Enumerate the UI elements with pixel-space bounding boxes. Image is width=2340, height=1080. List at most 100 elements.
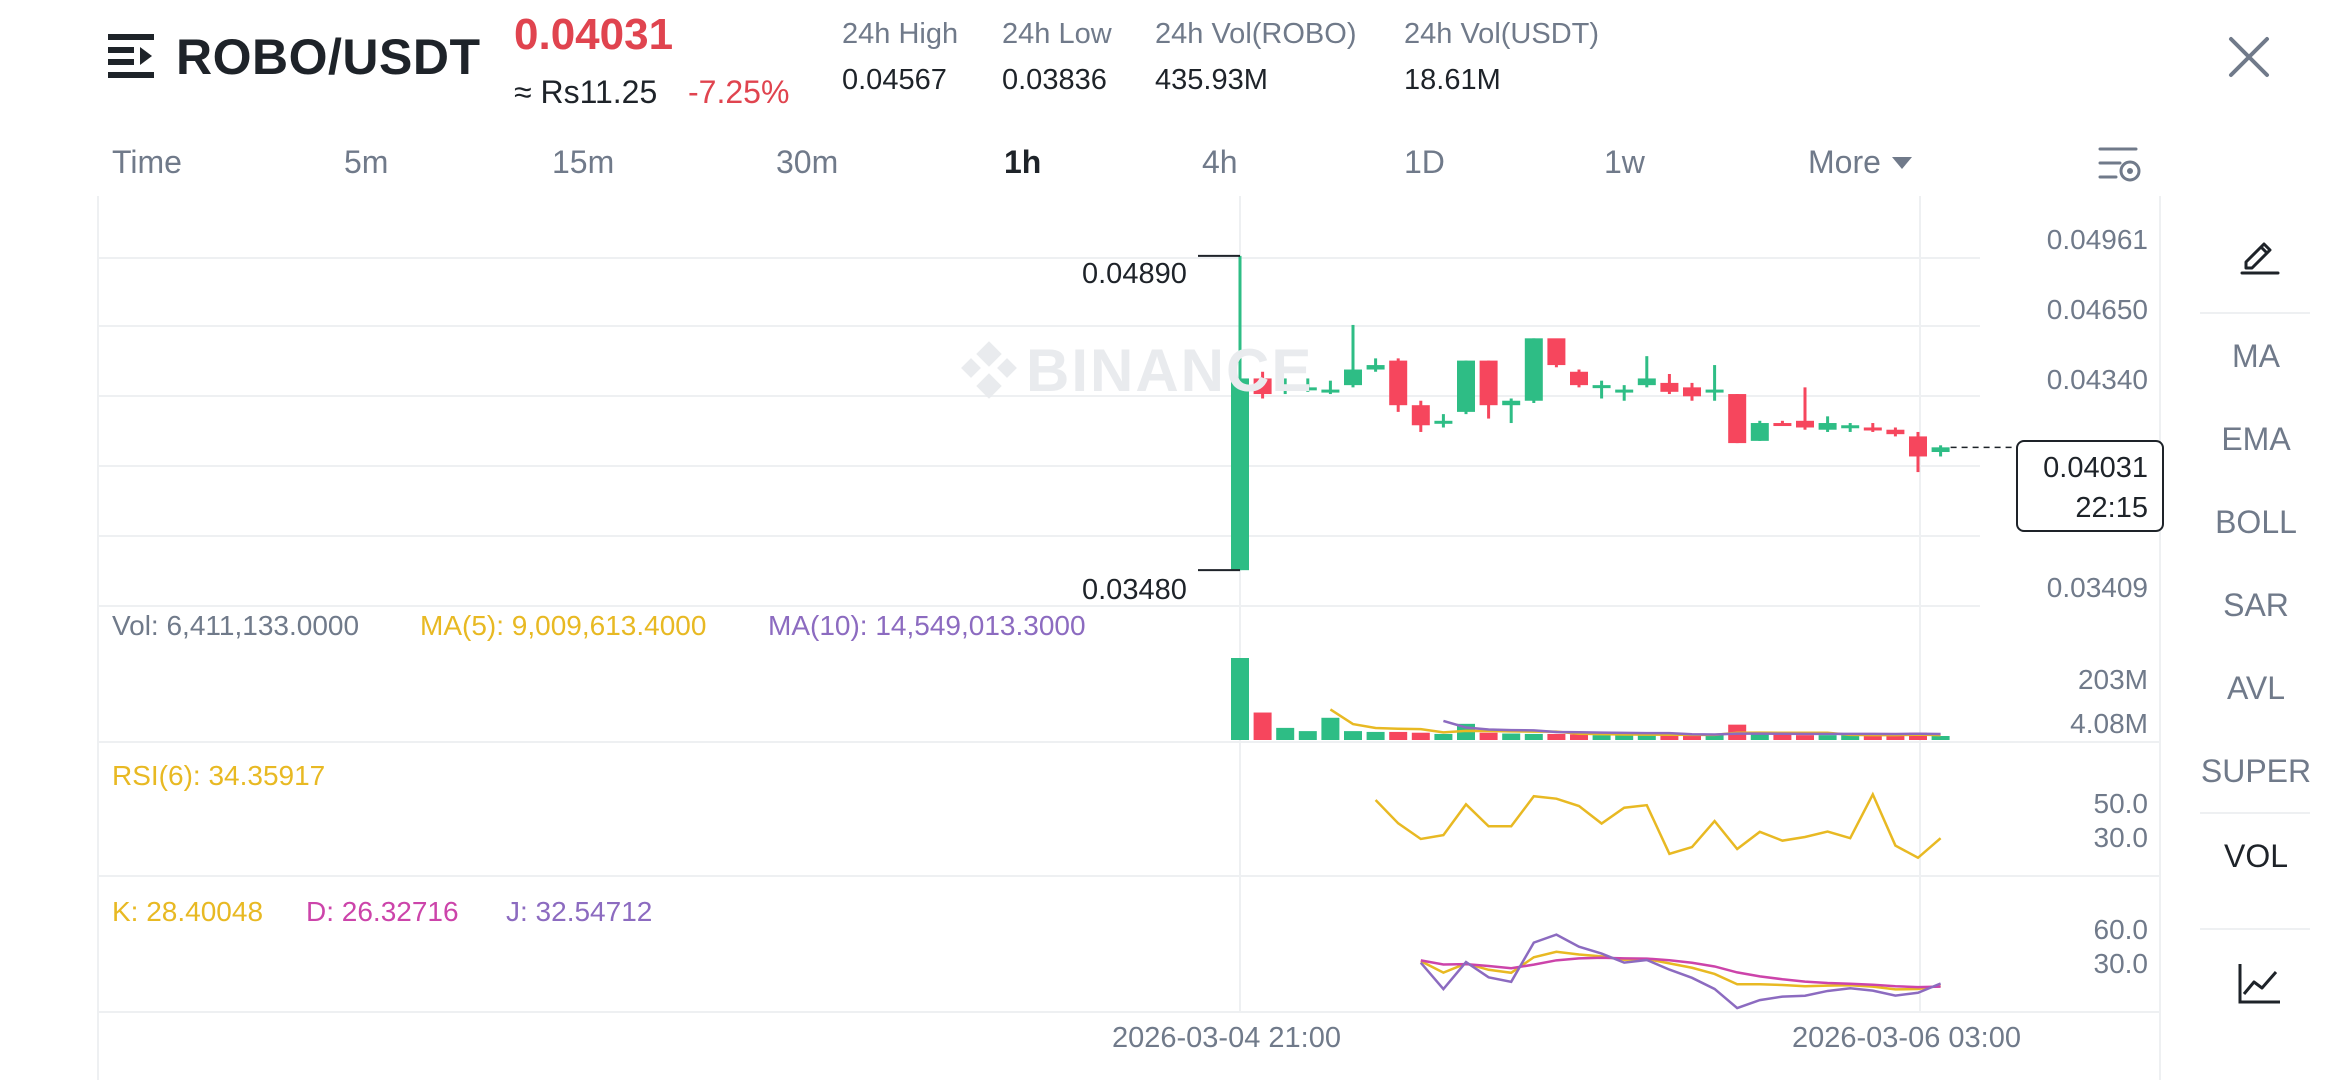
stat-label-24h-vol-robo: 24h Vol(ROBO): [1155, 18, 1357, 50]
stat-label-24h-vol-usdt: 24h Vol(USDT): [1404, 18, 1600, 50]
binance-watermark: BINANCE: [960, 336, 1313, 405]
last-price: 0.04031: [514, 10, 674, 59]
candle-body: [1615, 389, 1634, 393]
tab-time[interactable]: Time: [112, 144, 182, 180]
kdj-d-label: D: 26.32716: [306, 896, 459, 927]
sidebar-item-vol[interactable]: VOL: [2223, 838, 2289, 874]
volume-bar: [1637, 734, 1656, 740]
candle-body: [1366, 365, 1385, 370]
tab-1h[interactable]: 1h: [1004, 144, 1042, 180]
volume-bar: [1344, 731, 1362, 740]
volume-bar: [1411, 732, 1430, 740]
volume-bar: [1321, 717, 1340, 740]
kdj-j-label: J: 32.54712: [506, 896, 653, 927]
tab-1d[interactable]: 1D: [1404, 144, 1445, 180]
volume-bar: [1796, 735, 1814, 740]
sidebar-item-super[interactable]: SUPER: [2200, 753, 2312, 789]
tab-30m[interactable]: 30m: [776, 144, 839, 180]
volume-bar: [1660, 734, 1679, 740]
indicator-lines: [1329, 708, 1942, 1010]
volume-bar: [1253, 712, 1272, 740]
chevron-down-icon[interactable]: [1892, 157, 1912, 169]
candle-body: [1389, 360, 1408, 406]
stat-value-24h-vol-robo: 435.93M: [1155, 64, 1268, 96]
candlestick-series: [1198, 254, 2016, 572]
candle-body: [1796, 420, 1814, 428]
volume-bar: [1773, 734, 1792, 740]
sidebar-item-sar[interactable]: SAR: [2223, 587, 2289, 623]
candle-body: [1231, 378, 1249, 571]
candle-body: [1344, 369, 1362, 386]
kline-chart[interactable]: [0, 190, 2340, 1080]
volume-ma10-label: MA(10): 14,549,013.3000: [768, 610, 1086, 641]
volume-bar: [1909, 732, 1927, 740]
volume-ma5-label: MA(5): 9,009,613.4000: [420, 610, 707, 641]
tab-1w[interactable]: 1w: [1604, 144, 1645, 180]
candle-body: [1253, 378, 1272, 395]
price-axis-label: 0.03409: [2046, 572, 2148, 603]
volume-bar: [1298, 731, 1317, 740]
sidebar-item-boll[interactable]: BOLL: [2215, 504, 2297, 540]
candle-body: [1298, 387, 1317, 391]
fiat-price: ≈ Rs11.25: [514, 74, 658, 110]
rsi-axis-label: 50.0: [2093, 788, 2149, 819]
volume-bar: [1524, 733, 1543, 740]
candle-body: [1841, 425, 1860, 429]
volume-bar: [1750, 734, 1769, 740]
tab-5m[interactable]: 5m: [344, 144, 389, 180]
volume-bar: [1863, 735, 1882, 740]
stat-value-24h-high: 0.04567: [842, 64, 947, 96]
sidebar-item-ma[interactable]: MA: [2232, 338, 2280, 374]
candle-body: [1705, 389, 1724, 393]
sidebar-divider: [2200, 812, 2310, 814]
stat-label-24h-high: 24h High: [842, 18, 959, 50]
volume-bar: [1683, 734, 1701, 740]
volume-bar: [1931, 736, 1950, 740]
candle-body: [1321, 389, 1340, 393]
menu-icon[interactable]: [108, 34, 156, 78]
tab-more[interactable]: More: [1808, 144, 1881, 180]
rsi-label: RSI(6): 34.35917: [112, 760, 326, 791]
price-axis-label: 0.04650: [2046, 294, 2148, 325]
candle-body: [1728, 394, 1747, 444]
volume-bar: [1570, 734, 1588, 740]
volume-bar: [1434, 733, 1453, 740]
candle-body: [1434, 420, 1453, 424]
kdj-axis-label: 60.0: [2093, 914, 2149, 945]
price-axis-label: 0.04340: [2046, 364, 2148, 395]
candle-body: [1457, 360, 1475, 412]
volume-bar: [1276, 727, 1295, 740]
kdj-k-line: [1420, 950, 1941, 991]
kdj-j-line: [1419, 933, 1942, 1010]
price-axis-label: 0.04961: [2046, 224, 2148, 255]
volume-ma10-line: [1443, 719, 1941, 736]
time-axis-label: 2026-03-06 03:00: [1792, 1022, 2021, 1054]
stat-label-24h-low: 24h Low: [1002, 18, 1112, 50]
time-axis-label: 2026-03-04 21:00: [1112, 1022, 1341, 1054]
rsi-line: [1374, 791, 1942, 860]
candle-body: [1909, 436, 1927, 457]
stat-value-24h-vol-usdt: 18.61M: [1404, 64, 1501, 96]
volume-bar: [1841, 735, 1860, 740]
candle-body: [1683, 387, 1701, 397]
volume-bar: [1886, 735, 1905, 740]
candle-body: [1863, 427, 1882, 431]
candle-body: [1750, 423, 1769, 441]
volume-bar: [1818, 735, 1837, 740]
tab-4h[interactable]: 4h: [1202, 144, 1238, 180]
volume-axis-label: 4.08M: [2070, 708, 2148, 739]
current-price-tag: [2016, 440, 2164, 532]
candle-body: [1773, 423, 1792, 427]
sidebar-item-ema[interactable]: EMA: [2221, 421, 2291, 457]
trading-pair[interactable]: ROBO/USDT: [176, 29, 481, 85]
close-icon[interactable]: [2226, 34, 2272, 80]
sidebar-item-avl[interactable]: AVL: [2226, 670, 2286, 706]
chart-settings-icon[interactable]: [2096, 143, 2144, 187]
line-chart-icon[interactable]: [2236, 962, 2282, 1006]
pencil-icon[interactable]: [2238, 232, 2282, 276]
candle-body: [1524, 338, 1543, 401]
volume-axis-label: 203M: [2077, 664, 2148, 695]
volume-bar: [1615, 735, 1634, 740]
tab-15m[interactable]: 15m: [552, 144, 615, 180]
candle-body: [1886, 429, 1905, 435]
